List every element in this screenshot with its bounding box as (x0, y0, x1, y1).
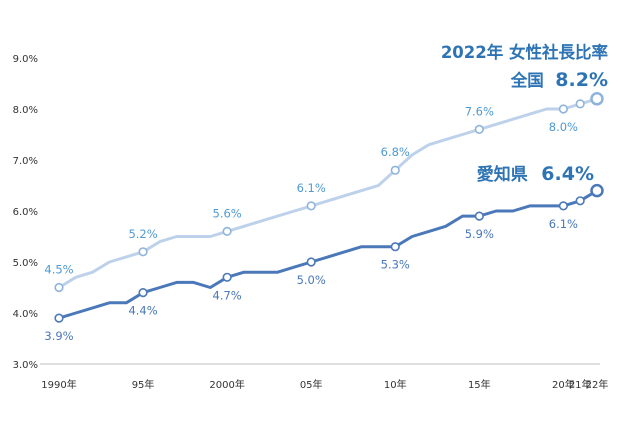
data-point (54, 313, 64, 323)
data-point (306, 201, 316, 211)
x-tick-label: 15年 (468, 378, 491, 391)
y-tick-label: 7.0% (13, 156, 38, 167)
chart-annotation: 2022年 女性社長比率 全国 8.2% 愛知県 6.4% (441, 42, 608, 185)
data-label: 4.4% (128, 304, 157, 318)
series-line-national (57, 97, 599, 289)
aichi-annotation-name: 愛知県 (477, 164, 528, 185)
data-point (474, 124, 484, 134)
national-annotation: 全国 8.2% (510, 69, 608, 91)
series-line-aichi (57, 189, 599, 320)
series-lines (57, 97, 599, 320)
data-point (390, 242, 400, 252)
aichi-annotation-value: 6.4% (541, 163, 594, 185)
x-tick-label: 1990年 (41, 378, 76, 391)
y-tick-label: 6.0% (13, 207, 38, 218)
aichi-annotation: 愛知県 6.4% (477, 163, 594, 185)
data-label: 5.0% (297, 273, 326, 287)
data-point (138, 288, 148, 298)
data-label: 6.1% (549, 217, 578, 231)
data-point (575, 99, 585, 109)
y-tick-label: 8.0% (13, 105, 38, 116)
y-tick-label: 9.0% (13, 54, 38, 65)
data-label: 6.8% (381, 145, 410, 159)
data-label: 8.0% (549, 120, 578, 134)
data-point (590, 92, 604, 106)
data-label: 5.2% (128, 227, 157, 241)
data-point (222, 226, 232, 236)
y-tick-label: 3.0% (13, 360, 38, 371)
data-label: 5.9% (465, 227, 494, 241)
data-point (558, 104, 568, 114)
y-tick-label: 5.0% (13, 258, 38, 269)
data-point (474, 211, 484, 221)
data-point (306, 257, 316, 267)
national-annotation-name: 全国 (510, 70, 544, 90)
data-point (54, 282, 64, 293)
x-tick-label: 21年 (569, 378, 592, 391)
data-label: 4.7% (213, 288, 242, 302)
data-label: 7.6% (465, 104, 494, 118)
data-label: 5.3% (381, 258, 410, 272)
series-markers (54, 92, 604, 323)
data-labels: 4.5% 5.2% 5.6% 6.1% 6.8% 7.6% 8.0% 3.9% 4.4% 4.7%… (44, 104, 578, 343)
x-tick-label: 10年 (384, 378, 407, 391)
y-tick-label: 4.0% (13, 309, 38, 320)
data-point (222, 272, 232, 282)
data-point (575, 196, 585, 206)
chart-title: 2022年 女性社長比率 (441, 42, 608, 62)
data-label: 5.6% (213, 206, 242, 220)
data-point (138, 247, 148, 257)
data-label: 4.5% (44, 263, 73, 277)
x-tick-label: 20年 (552, 378, 575, 391)
data-point (558, 201, 568, 211)
data-point (590, 183, 604, 198)
x-tick-label: 2000年 (209, 378, 244, 391)
national-annotation-value: 8.2% (555, 69, 608, 91)
data-label: 3.9% (44, 329, 73, 343)
data-point (390, 165, 400, 175)
x-tick-label: 05年 (300, 378, 323, 391)
data-label: 6.1% (297, 181, 326, 195)
x-tick-label: 22年 (586, 378, 609, 391)
y-axis-ticks: 3.0% 4.0% 5.0% 6.0% 7.0% 8.0% 9.0% (13, 54, 38, 371)
x-tick-label: 95年 (132, 378, 155, 391)
